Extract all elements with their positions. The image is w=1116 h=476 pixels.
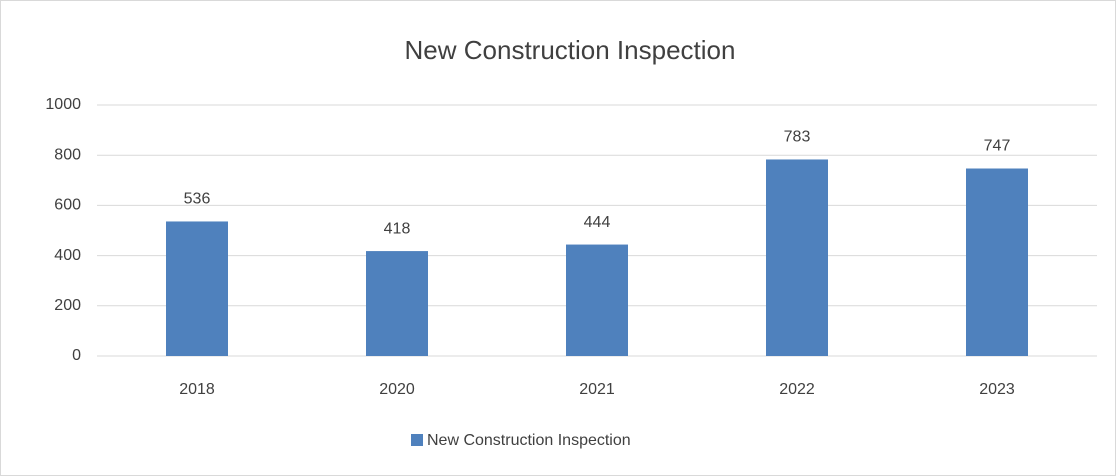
y-tick-label: 200 xyxy=(54,297,81,314)
bar xyxy=(566,244,628,356)
data-label: 747 xyxy=(984,138,1011,155)
legend-label: New Construction Inspection xyxy=(427,432,631,449)
data-label: 444 xyxy=(584,214,611,231)
y-tick-label: 1000 xyxy=(45,96,81,113)
x-tick-label: 2018 xyxy=(179,381,215,398)
x-tick-label: 2022 xyxy=(779,381,815,398)
x-tick-label: 2020 xyxy=(379,381,415,398)
data-label: 536 xyxy=(184,191,211,208)
chart-title: New Construction Inspection xyxy=(405,35,736,65)
y-tick-label: 600 xyxy=(54,197,81,214)
legend-swatch xyxy=(411,434,423,446)
bar xyxy=(166,221,228,356)
data-label: 783 xyxy=(784,129,811,146)
data-label: 418 xyxy=(384,220,411,237)
bar xyxy=(966,168,1028,356)
y-tick-label: 0 xyxy=(72,347,81,364)
x-tick-label: 2021 xyxy=(579,381,615,398)
bar xyxy=(766,159,828,356)
bar xyxy=(366,251,428,356)
y-tick-label: 800 xyxy=(54,146,81,163)
x-tick-label: 2023 xyxy=(979,381,1015,398)
y-tick-label: 400 xyxy=(54,247,81,264)
